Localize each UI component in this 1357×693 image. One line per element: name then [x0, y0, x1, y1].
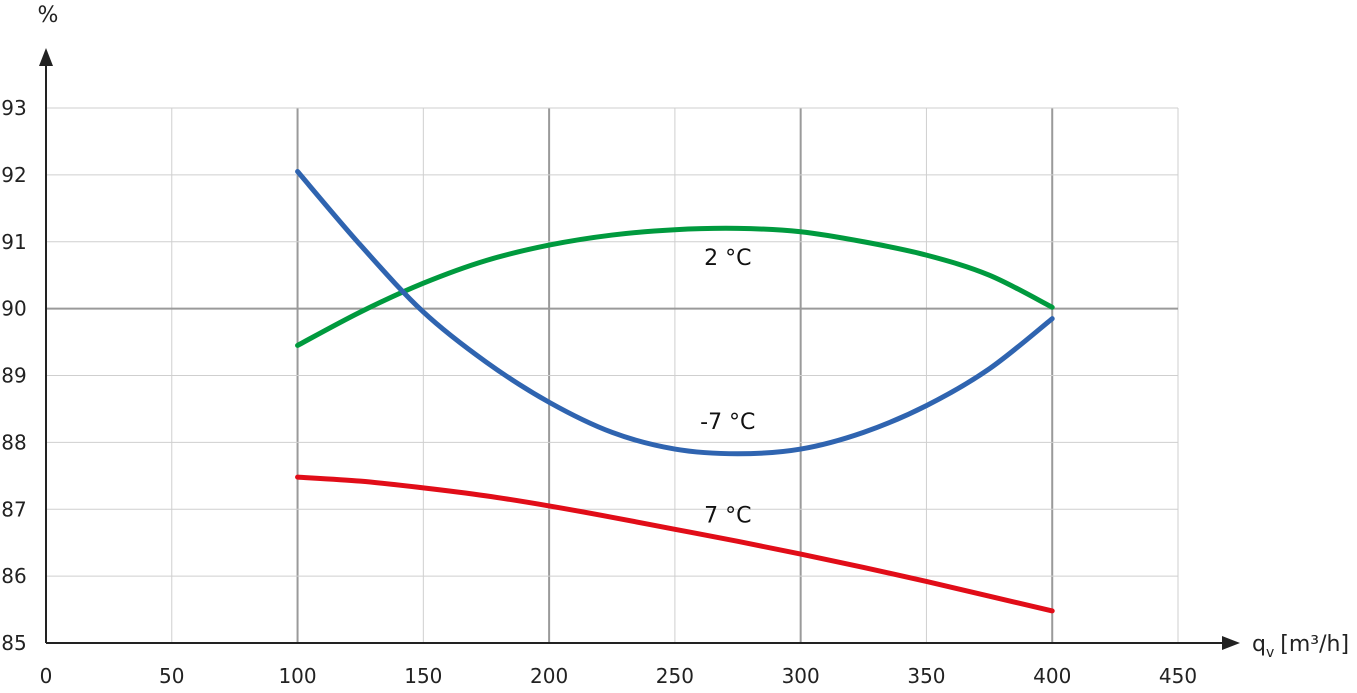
series-lines: [295, 169, 1055, 614]
labels: 0 50 100 150 200 250 300 350 400 450 85 86 87 88 89 90 9…: [1, 3, 1349, 688]
y-tick-label: 86: [1, 564, 26, 588]
x-tick-label: 0: [40, 664, 53, 688]
y-tick-label: 87: [1, 497, 26, 521]
x-tick-label: 450: [1159, 664, 1197, 688]
y-tick-label: 92: [1, 163, 26, 187]
y-tick-label: 89: [1, 364, 26, 388]
x-tick-label: 200: [530, 664, 568, 688]
y-tick-label: 88: [1, 430, 26, 454]
y-tick-label: 91: [1, 230, 26, 254]
x-tick-label: 400: [1033, 664, 1071, 688]
series-line-0: [295, 225, 1055, 348]
series-line-1: [295, 169, 1055, 457]
y-tick-label: 93: [1, 96, 26, 120]
x-tick-label: 350: [907, 664, 945, 688]
x-tick-label: 100: [278, 664, 316, 688]
x-tick-label: 50: [159, 664, 184, 688]
series-label-2: 7 °C: [704, 504, 751, 529]
x-axis-label: qv [m³/h]: [1252, 632, 1349, 661]
y-axis-label: %: [38, 3, 59, 28]
series-label-0: 2 °C: [704, 246, 751, 271]
series-label-1: -7 °C: [700, 410, 755, 435]
y-tick-label: 90: [1, 297, 26, 321]
y-axis-arrow: [39, 48, 53, 66]
x-tick-label: 250: [656, 664, 694, 688]
axes: [39, 48, 1240, 650]
x-axis-arrow: [1222, 636, 1240, 650]
grid: [46, 107, 1179, 643]
series-line-2: [295, 474, 1055, 614]
x-tick-label: 150: [404, 664, 442, 688]
y-tick-label: 85: [1, 631, 26, 655]
x-tick-label: 300: [782, 664, 820, 688]
